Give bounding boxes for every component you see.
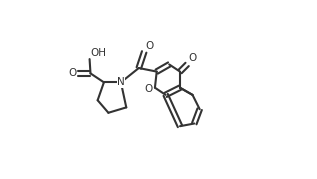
Text: O: O — [69, 68, 77, 78]
Text: O: O — [145, 84, 153, 94]
Text: OH: OH — [90, 48, 107, 58]
Text: N: N — [117, 77, 125, 87]
Text: O: O — [146, 41, 154, 51]
Text: O: O — [189, 53, 197, 63]
